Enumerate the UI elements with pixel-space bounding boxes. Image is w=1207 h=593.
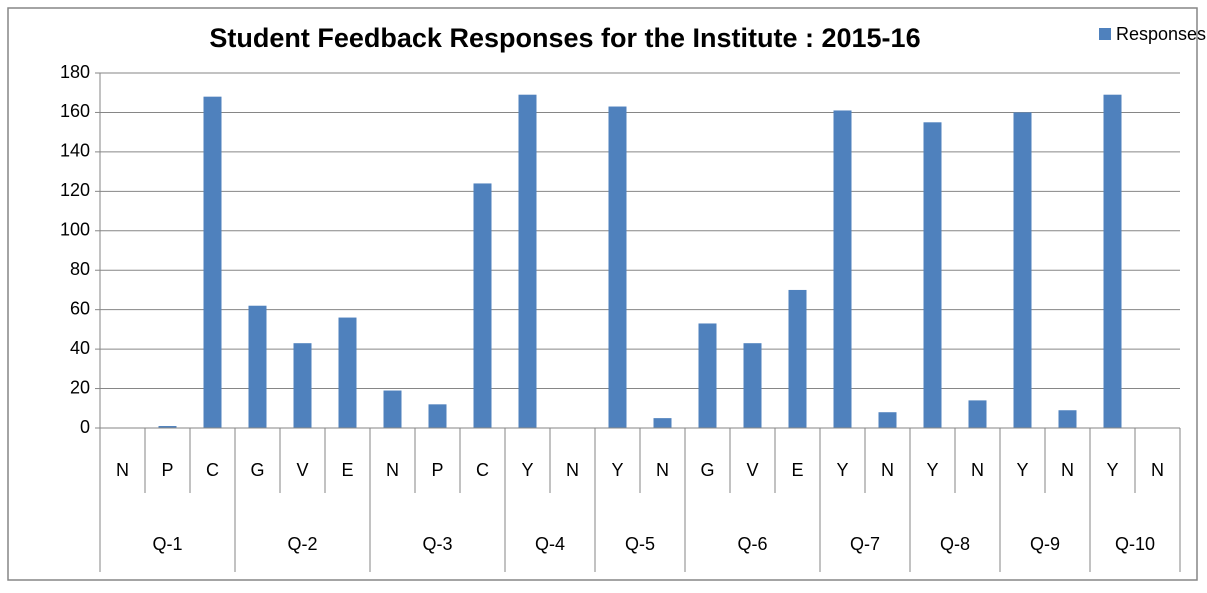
bar [1103, 94, 1122, 428]
legend-label: Responses [1116, 24, 1206, 44]
x-tick-label: N [1151, 460, 1164, 480]
bar [743, 343, 762, 428]
x-tick-label: N [1061, 460, 1074, 480]
bar [338, 317, 357, 428]
y-tick-label: 20 [70, 377, 90, 397]
group-label: Q-8 [940, 534, 970, 554]
x-tick-label: N [386, 460, 399, 480]
bar [473, 183, 492, 428]
group-label: Q-9 [1030, 534, 1060, 554]
legend-swatch [1099, 28, 1111, 40]
x-tick-label: V [746, 460, 758, 480]
bar [698, 323, 717, 428]
group-label: Q-10 [1115, 534, 1155, 554]
x-tick-label: N [116, 460, 129, 480]
group-label: Q-7 [850, 534, 880, 554]
group-label: Q-1 [152, 534, 182, 554]
group-label: Q-5 [625, 534, 655, 554]
y-tick-label: 60 [70, 298, 90, 318]
y-tick-label: 40 [70, 338, 90, 358]
x-tick-label: N [656, 460, 669, 480]
bar [203, 96, 222, 429]
x-tick-label: G [700, 460, 714, 480]
y-tick-label: 100 [60, 220, 90, 240]
bar [923, 122, 942, 429]
x-tick-label: G [250, 460, 264, 480]
chart-title: Student Feedback Responses for the Insti… [209, 23, 920, 53]
y-tick-label: 160 [60, 101, 90, 121]
x-tick-label: P [431, 460, 443, 480]
bar [1058, 410, 1077, 428]
x-tick-label: C [206, 460, 219, 480]
y-tick-label: 180 [60, 62, 90, 82]
y-tick-label: 80 [70, 259, 90, 279]
y-tick-label: 0 [80, 417, 90, 437]
y-tick-label: 120 [60, 180, 90, 200]
x-tick-label: N [881, 460, 894, 480]
x-tick-label: E [791, 460, 803, 480]
bar [518, 94, 537, 428]
x-tick-label: E [341, 460, 353, 480]
x-tick-label: Y [521, 460, 533, 480]
x-tick-label: Y [926, 460, 938, 480]
bar [833, 110, 852, 428]
x-tick-label: Y [611, 460, 623, 480]
x-tick-label: C [476, 460, 489, 480]
x-tick-label: Y [1106, 460, 1118, 480]
bar [428, 404, 447, 428]
x-tick-label: P [161, 460, 173, 480]
bar [968, 400, 987, 428]
bar [383, 390, 402, 428]
x-tick-label: Y [1016, 460, 1028, 480]
group-label: Q-6 [737, 534, 767, 554]
x-tick-label: N [566, 460, 579, 480]
x-tick-label: V [296, 460, 308, 480]
bar [293, 343, 312, 428]
bar [1013, 112, 1032, 428]
bar [608, 106, 627, 429]
bar [653, 418, 672, 428]
group-label: Q-4 [535, 534, 565, 554]
x-tick-label: N [971, 460, 984, 480]
x-tick-label: Y [836, 460, 848, 480]
group-label: Q-2 [287, 534, 317, 554]
bar [158, 426, 177, 428]
group-label: Q-3 [422, 534, 452, 554]
y-tick-label: 140 [60, 141, 90, 161]
bar [248, 305, 267, 428]
bar [788, 289, 807, 428]
bar [878, 412, 897, 428]
